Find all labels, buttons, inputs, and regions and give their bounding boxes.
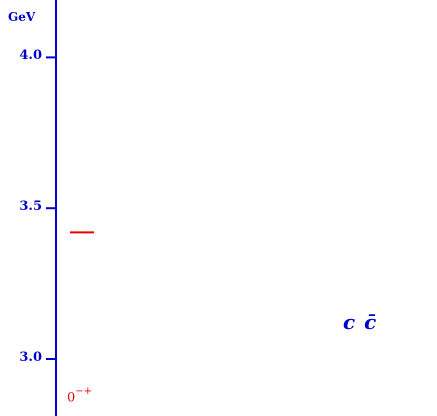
- tick-label: 3.5: [19, 199, 42, 215]
- axis-unit-label: GeV: [8, 10, 36, 24]
- tick-label: 4.0: [19, 48, 42, 64]
- jpc-label: 0−+: [67, 386, 93, 406]
- quark-system-label: c c̄: [343, 310, 378, 334]
- tick-label: 3.0: [19, 350, 42, 365]
